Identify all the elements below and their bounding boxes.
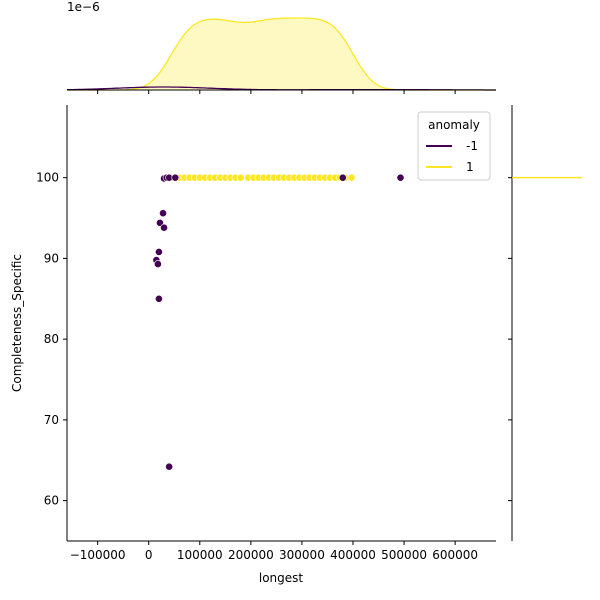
point-anomaly-1 [236,173,245,182]
point-anomaly-neg1 [159,209,167,218]
point-anomaly-neg1 [160,223,168,232]
y-tick-label: 60 [44,494,59,508]
y-tick-label: 70 [44,413,59,427]
point-anomaly-neg1 [154,260,162,268]
right-marginal-ticks [508,177,512,502]
x-axis-ticks: −100000 0 100000 200000 300000 400000 500000 60… [70,541,478,562]
y-tick-label: 80 [44,332,59,346]
x-tick-label: 200000 [228,548,274,562]
x-tick-label: 0 [145,548,153,562]
legend-label-anomaly-neg1: -1 [466,139,478,153]
x-tick-label: 300000 [279,548,325,562]
point-anomaly-neg1 [155,248,163,256]
x-axis-label: longest [259,571,304,585]
right-marginal-kde [508,105,582,541]
top-marginal-kde: 1e−6 [66,0,496,94]
kde-fill-anomaly-1 [67,18,496,90]
point-anomaly-neg1 [338,173,347,182]
legend: anomaly -1 1 [417,111,491,181]
point-anomaly-1 [347,173,356,182]
scatter-points [152,173,405,471]
y-axis-ticks: 60 70 80 90 100 [36,171,67,508]
x-tick-label: 400000 [330,548,376,562]
point-anomaly-neg1 [165,462,174,471]
x-tick-label: −100000 [70,548,126,562]
x-tick-label: 600000 [432,548,478,562]
legend-title: anomaly [428,118,480,132]
legend-label-anomaly-1: 1 [466,160,474,174]
point-anomaly-neg1 [171,173,180,182]
main-axes: −100000 0 100000 200000 300000 400000 500000 60… [10,105,496,585]
x-tick-label: 100000 [177,548,223,562]
y-tick-label: 100 [36,171,59,185]
point-anomaly-neg1 [155,294,163,303]
top-marginal-offset-label: 1e−6 [67,0,100,14]
y-tick-label: 90 [44,251,59,265]
y-axis-label: Completeness_Specific [10,254,24,392]
legend-box [417,111,491,181]
top-marginal-ticks [97,90,456,94]
point-anomaly-neg1 [396,173,405,182]
x-tick-label: 500000 [381,548,427,562]
